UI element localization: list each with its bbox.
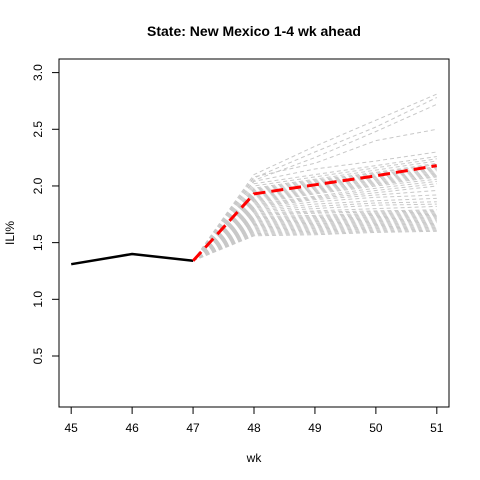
- x-tick-label-49: 49: [308, 421, 322, 435]
- ensemble-line-29: [192, 203, 437, 262]
- ensemble-line-7: [192, 158, 437, 262]
- ensemble-line-27: [192, 197, 437, 262]
- ensemble-line-2: [192, 97, 438, 262]
- x-tick-label-45: 45: [65, 421, 79, 435]
- ensemble-line-13: [192, 168, 437, 262]
- x-axis-label: wk: [246, 451, 263, 465]
- ensemble-line-40: [192, 219, 437, 262]
- x-tick-label-50: 50: [369, 421, 383, 435]
- y-tick-label-3.0: 3.0: [31, 64, 45, 81]
- ensemble-line-33: [192, 211, 437, 262]
- y-tick-label-1.5: 1.5: [31, 234, 45, 251]
- ensemble-line-17: [192, 173, 437, 262]
- ensemble-line-28: [192, 201, 437, 262]
- y-tick-label-2.5: 2.5: [31, 121, 45, 138]
- ensemble-line-45: [192, 225, 437, 262]
- forecast-mean-line: [191, 164, 438, 262]
- ensemble-line-41: [192, 220, 437, 262]
- ensemble-line-4: [192, 128, 437, 262]
- ensemble-line-36: [192, 214, 437, 262]
- ensemble-line-46: [192, 226, 437, 262]
- ensemble-line-24: [192, 185, 437, 262]
- ensemble-line-34: [192, 212, 437, 262]
- ensemble-line-42: [192, 221, 437, 262]
- y-tick-label-2.0: 2.0: [31, 177, 45, 194]
- ensemble-line-6: [192, 156, 437, 262]
- ensemble-line-21: [192, 178, 437, 262]
- y-axis-label: ILI%: [3, 221, 17, 245]
- ensemble-line-25: [192, 190, 437, 262]
- ensemble-line-35: [192, 213, 437, 262]
- ensemble-line-1: [192, 93, 437, 262]
- ensemble-line-50: [192, 230, 437, 262]
- ensemble-line-8: [192, 160, 437, 262]
- ensemble-line-48: [192, 228, 437, 262]
- x-tick-label-51: 51: [430, 421, 444, 435]
- ensemble-line-43: [192, 222, 437, 262]
- ensemble-line-10: [192, 163, 437, 262]
- ensemble-line-49: [192, 229, 437, 262]
- x-tick-label-46: 46: [125, 421, 139, 435]
- ensemble-line-31: [192, 209, 437, 262]
- x-tick-label-47: 47: [186, 421, 200, 435]
- ensemble-line-19: [192, 175, 437, 262]
- ensemble-line-20: [192, 176, 437, 262]
- plot-border: [58, 58, 450, 408]
- x-axis: 45 46 47 48 49 50 51: [65, 406, 444, 435]
- y-tick-label-1.0: 1.0: [31, 291, 45, 308]
- ensemble-line-3: [192, 103, 438, 262]
- ensemble-line-39: [192, 218, 437, 262]
- ensemble-line-18: [192, 174, 437, 262]
- ensemble-line-5: [192, 151, 437, 262]
- ensemble-line-23: [192, 183, 437, 262]
- ensemble-line-22: [192, 180, 437, 262]
- observed-line: [70, 252, 194, 266]
- ensemble-line-16: [192, 171, 437, 262]
- ensemble-line-9: [192, 162, 437, 262]
- ensemble-line-26: [192, 194, 437, 262]
- plot-area: [70, 93, 438, 266]
- y-axis: 0.5 1.0 1.5 2.0 2.5 3.0: [31, 64, 60, 364]
- ensemble-line-38: [192, 217, 437, 262]
- ensemble-line-32: [192, 210, 437, 262]
- ensemble-line-30: [192, 205, 437, 262]
- ensemble-line-47: [192, 227, 437, 262]
- x-tick-label-48: 48: [247, 421, 261, 435]
- chart-title: State: New Mexico 1-4 wk ahead: [147, 23, 361, 39]
- ensemble-line-44: [192, 224, 437, 262]
- ensemble-line-37: [192, 216, 437, 262]
- y-tick-label-0.5: 0.5: [31, 347, 45, 364]
